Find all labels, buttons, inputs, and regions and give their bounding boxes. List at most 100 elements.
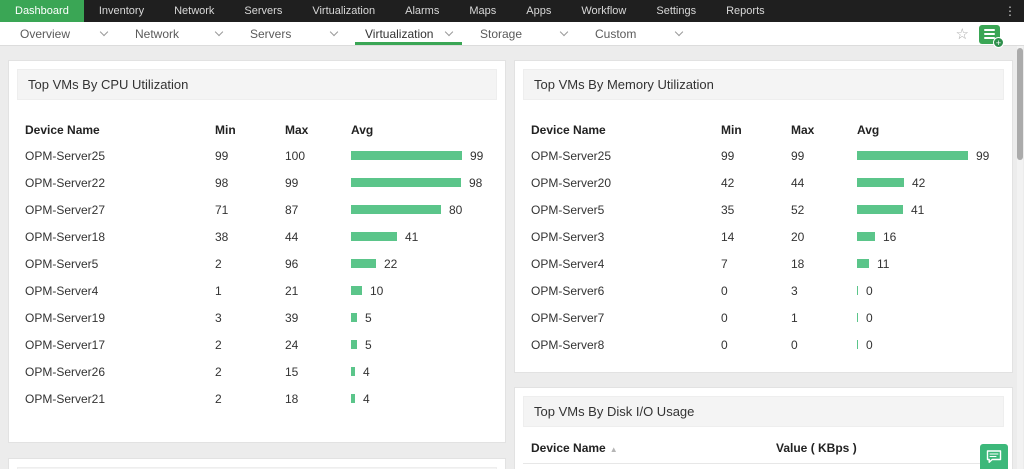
- nav-item-settings[interactable]: Settings: [656, 5, 697, 17]
- avg-bar-cell: 16: [857, 230, 996, 244]
- device-name-link[interactable]: OPM-Server8: [531, 337, 605, 352]
- cpu-table-body: OPM-Server25 99 100 99 OPM-Server22 98 99 98 OPM…: [17, 142, 497, 412]
- widget-title: [17, 467, 497, 469]
- nav-item-network[interactable]: Network: [174, 5, 215, 17]
- min-value: 35: [721, 202, 735, 217]
- list-line-icon: [984, 29, 995, 31]
- table-row: OPM-Server8 0 0 0: [523, 331, 1004, 358]
- avg-value: 5: [365, 310, 372, 325]
- chevron-down-icon[interactable]: [214, 27, 224, 37]
- add-widget-button[interactable]: +: [979, 24, 1004, 48]
- min-value: 14: [721, 229, 735, 244]
- nav-item-servers[interactable]: Servers: [244, 5, 283, 17]
- subnav-tabs: Overview Network Servers Virtualization Stor…: [10, 22, 700, 45]
- nav-item-virtualization[interactable]: Virtualization: [312, 5, 376, 17]
- sort-asc-icon: ▲: [609, 445, 618, 454]
- memory-utilization-widget: Top VMs By Memory Utilization Device Nam…: [514, 60, 1013, 373]
- device-name-link[interactable]: OPM-Server19: [25, 310, 106, 325]
- utilization-bar: [351, 205, 441, 214]
- nav-item-maps[interactable]: Maps: [469, 5, 497, 17]
- chevron-down-icon[interactable]: [444, 27, 454, 37]
- nav-item-workflow[interactable]: Workflow: [581, 5, 627, 17]
- chevron-down-icon[interactable]: [99, 27, 109, 37]
- nav-item-apps[interactable]: Apps: [526, 5, 552, 17]
- max-value: 15: [285, 364, 299, 379]
- min-value: 71: [215, 202, 229, 217]
- device-name-link[interactable]: OPM-Server3: [531, 229, 605, 244]
- max-value: 18: [791, 256, 805, 271]
- dashboard-tab-bar: Overview Network Servers Virtualization Stor…: [0, 22, 1024, 48]
- nav-item-alarms[interactable]: Alarms: [405, 5, 440, 17]
- max-value: 21: [285, 283, 299, 298]
- chevron-down-icon[interactable]: [329, 27, 339, 37]
- device-name-link[interactable]: OPM-Server5: [531, 202, 605, 217]
- max-value: 3: [791, 283, 798, 298]
- min-value: 0: [721, 310, 728, 325]
- min-value: 2: [215, 364, 222, 379]
- device-name-link[interactable]: OPM-Server20: [531, 175, 612, 190]
- device-name-link[interactable]: OPM-Server6: [531, 283, 605, 298]
- device-name-link[interactable]: OPM-Server5: [25, 256, 99, 271]
- table-row: OPM-Server25 99 99 99: [523, 142, 1004, 169]
- table-row: OPM-Server22 98 99 98: [17, 169, 497, 196]
- tab-label: Custom: [595, 26, 637, 41]
- device-name-link[interactable]: OPM-Server26: [25, 364, 106, 379]
- tab-storage[interactable]: Storage: [470, 22, 577, 45]
- min-value: 38: [215, 229, 229, 244]
- nav-item-inventory[interactable]: Inventory: [98, 5, 145, 17]
- device-name-link[interactable]: OPM-Server21: [25, 391, 106, 406]
- table-row: OPM-Server5 2 96 22: [17, 250, 497, 277]
- device-name-link[interactable]: OPM-Server4: [25, 283, 99, 298]
- partial-widget-card: [8, 458, 506, 469]
- subnav-actions: ☆ +: [955, 22, 1004, 48]
- avg-bar-cell: 80: [351, 203, 489, 217]
- support-chat-button[interactable]: [980, 444, 1008, 469]
- device-name-link[interactable]: OPM-Server17: [25, 337, 106, 352]
- utilization-bar: [351, 286, 362, 295]
- max-value: 1: [791, 310, 798, 325]
- utilization-bar: [857, 259, 869, 268]
- device-name-link[interactable]: OPM-Server25: [531, 148, 612, 163]
- disk-table-body: OPM-Server51006: [523, 464, 1004, 469]
- utilization-bar: [351, 340, 357, 349]
- scrollbar-track[interactable]: [1017, 46, 1023, 469]
- device-name-link[interactable]: OPM-Server25: [25, 148, 106, 163]
- table-row: OPM-Server7 0 1 0: [523, 304, 1004, 331]
- nav-item-dashboard[interactable]: Dashboard: [0, 0, 84, 22]
- scrollbar-thumb[interactable]: [1017, 48, 1023, 160]
- kebab-menu-icon[interactable]: ⋮: [1004, 4, 1016, 18]
- chevron-down-icon[interactable]: [674, 27, 684, 37]
- tab-servers[interactable]: Servers: [240, 22, 347, 45]
- utilization-bar: [351, 178, 461, 187]
- col-device-name-sortable[interactable]: Device Name ▲: [531, 441, 776, 455]
- table-row: OPM-Server4 7 18 11: [523, 250, 1004, 277]
- utilization-bar: [351, 367, 355, 376]
- tab-virtualization[interactable]: Virtualization: [355, 22, 462, 45]
- tab-overview[interactable]: Overview: [10, 22, 117, 45]
- widget-title: Top VMs By Memory Utilization: [523, 69, 1004, 100]
- table-row: OPM-Server25 99 100 99: [17, 142, 497, 169]
- utilization-bar: [857, 232, 875, 241]
- avg-bar-cell: 4: [351, 392, 489, 406]
- avg-value: 0: [866, 310, 873, 325]
- device-name-link[interactable]: OPM-Server18: [25, 229, 106, 244]
- avg-value: 41: [405, 229, 419, 244]
- avg-value: 5: [365, 337, 372, 352]
- star-icon[interactable]: ☆: [955, 25, 969, 43]
- chevron-down-icon[interactable]: [559, 27, 569, 37]
- nav-item-reports[interactable]: Reports: [726, 5, 765, 17]
- max-value: 24: [285, 337, 299, 352]
- tab-network[interactable]: Network: [125, 22, 232, 45]
- device-name-link[interactable]: OPM-Server7: [531, 310, 605, 325]
- device-name-link[interactable]: OPM-Server4: [531, 256, 605, 271]
- device-name-link[interactable]: OPM-Server22: [25, 175, 106, 190]
- widget-title: Top VMs By Disk I/O Usage: [523, 396, 1004, 427]
- max-value: 18: [285, 391, 299, 406]
- min-value: 7: [721, 256, 728, 271]
- table-header: Device Name ▲ Value ( KBps ): [523, 433, 1004, 464]
- device-name-link[interactable]: OPM-Server27: [25, 202, 106, 217]
- avg-bar-cell: 4: [351, 365, 489, 379]
- avg-value: 42: [912, 175, 926, 190]
- table-row: OPM-Server21 2 18 4: [17, 385, 497, 412]
- tab-custom[interactable]: Custom: [585, 22, 692, 45]
